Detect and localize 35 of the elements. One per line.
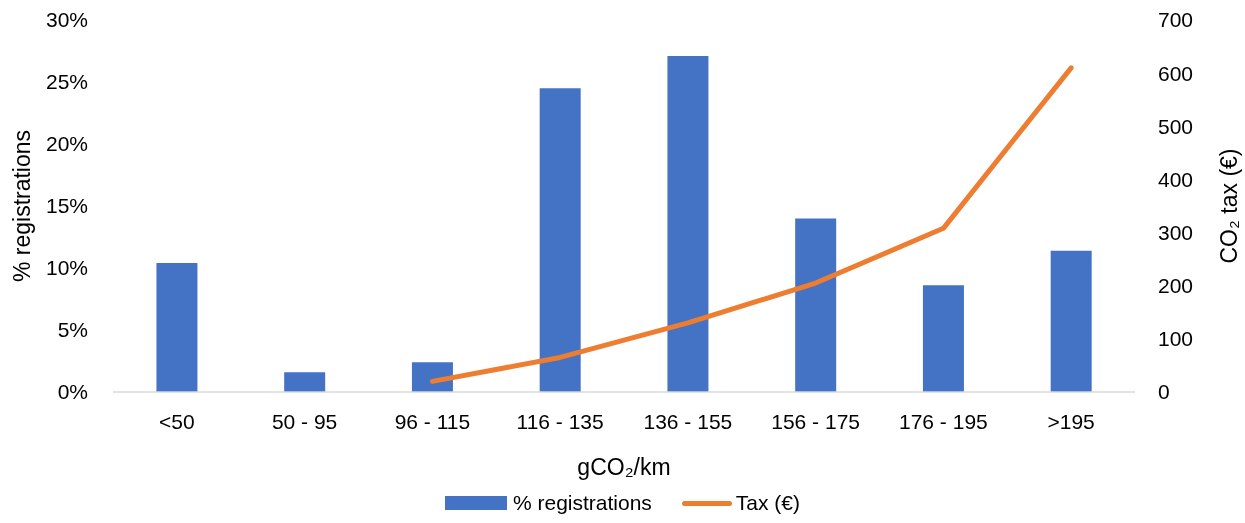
legend-label: % registrations	[512, 491, 652, 515]
bar	[539, 88, 581, 392]
y2-tick-label: 400	[1158, 167, 1194, 191]
bar	[1050, 250, 1092, 392]
bar	[156, 263, 198, 392]
bar	[922, 285, 964, 392]
y2-tick-label: 0	[1158, 380, 1170, 404]
x-tick-label: 136 - 155	[643, 409, 733, 433]
y2-tick-label: 300	[1158, 221, 1194, 245]
y2-tick-label: 100	[1158, 327, 1194, 351]
x-tick-label: 156 - 175	[771, 409, 860, 433]
y-tick-label: 15%	[45, 194, 88, 218]
x-tick-label: 96 - 115	[394, 409, 471, 433]
x-axis-title: gCO₂/km	[577, 454, 671, 480]
y-tick-label: 25%	[45, 70, 88, 94]
bar	[284, 372, 326, 392]
x-tick-label: 116 - 135	[516, 409, 604, 433]
y-tick-label: 20%	[45, 132, 88, 156]
x-tick-label: <50	[159, 409, 195, 433]
x-tick-label: 176 - 195	[899, 409, 988, 433]
y2-tick-label: 500	[1158, 114, 1194, 138]
y2-axis-title: CO₂ tax (€)	[1216, 148, 1242, 264]
y-tick-label: 5%	[57, 318, 88, 342]
y-tick-label: 30%	[45, 8, 88, 32]
y2-tick-label: 200	[1158, 274, 1194, 298]
bar	[795, 218, 837, 392]
bar	[667, 55, 709, 392]
y-axis-title: % registrations	[9, 129, 35, 283]
legend-label: Tax (€)	[735, 491, 801, 515]
y-tick-label: 0%	[57, 380, 88, 404]
y-tick-label: 10%	[45, 256, 88, 280]
y2-tick-label: 700	[1158, 8, 1194, 32]
y2-tick-label: 600	[1158, 61, 1194, 85]
x-tick-label: >195	[1047, 409, 1095, 433]
x-tick-label: 50 - 95	[271, 409, 338, 433]
